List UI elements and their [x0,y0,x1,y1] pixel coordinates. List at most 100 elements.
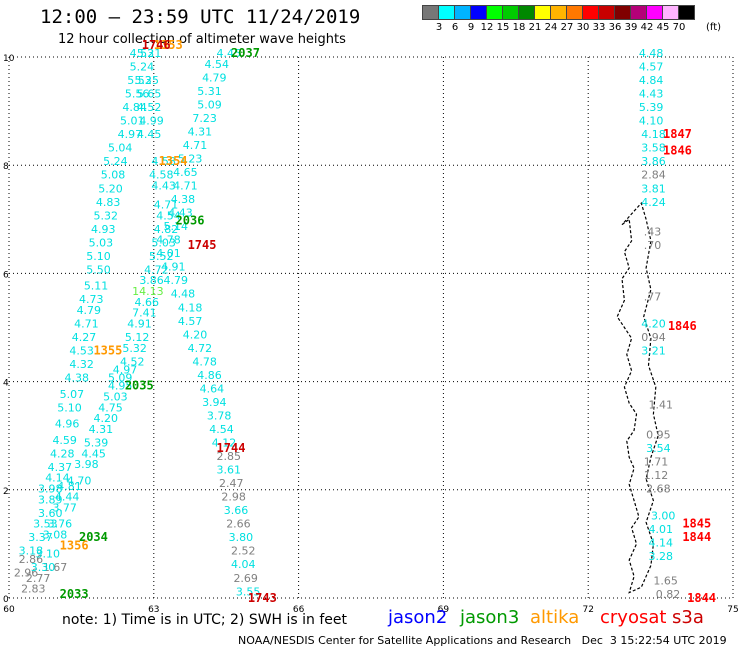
colorbar [422,5,695,21]
wave-height-value: 5.09 [108,372,132,385]
y-tick-label: 4 [3,379,9,389]
colorbar-tick-label: 15 [496,22,510,33]
pass-label-altika: 1354 [159,154,188,168]
wave-height-value: 4.18 [178,301,203,314]
wave-height-value: 5.52 [149,250,174,263]
wave-height-value: 3.98 [38,483,63,496]
wave-height-value: 2.96 [14,566,39,579]
pass-label-s3a: 1743 [248,591,277,605]
colorbar-unit: (ft) [706,22,722,33]
x-tick-label: 63 [148,605,159,615]
legend-jason3: jason3 [460,607,520,628]
wave-height-value: 3.80 [229,531,254,544]
pass-label-altika: 1355 [93,344,122,358]
wave-height-value: 4.54 [209,423,234,436]
wave-height-value: 2.69 [233,572,258,585]
colorbar-tick-label: 45 [656,22,670,33]
colorbar-tick-label: 36 [608,22,622,33]
wave-height-value: 4.91 [127,318,151,331]
wave-height-value: 4.37 [48,461,73,474]
wave-height-value: 3.86 [641,155,666,168]
colorbar-tick-label: 30 [576,22,590,33]
page-subtitle: 12 hour collection of altimeter wave hei… [58,32,346,47]
pass-label-altika: 1356 [60,538,89,552]
y-tick-label: 2 [3,487,9,497]
wave-height-value: 4.53 [69,345,94,358]
colorbar-tick-label: 18 [512,22,526,33]
wave-height-value: 14.13 [132,285,164,298]
wave-height-value: 4.97 [113,363,138,376]
wave-height-value: 2.47 [219,477,244,490]
wave-height-value: 4.14 [45,472,69,485]
wave-height-value: 5.03 [151,236,176,249]
wave-height-value: 3.18 [19,545,44,558]
wave-height-value: 5.12 [125,331,150,344]
wave-height-value: 4.53 [130,47,155,60]
colorbar-tick-label: 9 [467,22,475,33]
wave-height-value: 3.94 [202,396,227,409]
x-tick-label: 72 [582,605,593,615]
wave-height-value: 2.86 [19,553,44,566]
wave-height-value: 4.71 [154,198,179,211]
wave-height-value: 3.37 [28,531,53,544]
pass-label-cryosat: 1846 [668,319,697,333]
wave-height-value: 4.58 [151,155,176,168]
wave-height-value: 4.32 [69,358,94,371]
pass-label-altika: 1353 [154,38,183,52]
wave-height-value: 2.52 [231,545,256,558]
wave-height-value: 5.31 [197,85,222,98]
wave-height-value: 3.10 [36,547,61,560]
wave-height-value: .77 [644,290,662,303]
wave-height-value: 3.76 [48,518,73,531]
wave-height-value: 5.09 [197,98,222,111]
wave-height-value: 4.12 [212,437,237,450]
x-tick-label: 66 [293,605,305,615]
colorbar-tick-label: 24 [544,22,558,33]
wave-height-value: 5.07 [60,388,85,401]
wave-height-value: 4.64 [200,382,225,395]
colorbar-tick-label: 42 [640,22,654,33]
wave-height-value: .43 [644,226,662,239]
pass-label-jason3: 2036 [176,214,205,228]
pass-label-jason3: 2034 [79,530,108,544]
wave-height-value: 5.03 [89,236,114,249]
wave-height-value: 5.39 [639,101,664,114]
wave-height-value: 5.14 [163,220,188,233]
wave-height-value: 2.84 [641,169,666,182]
wave-height-value: 4.83 [96,196,121,209]
credit-line: NOAA/NESDIS Center for Satellite Applica… [238,634,727,647]
footer-note: note: 1) Time is in UTC; 2) SWH is in fe… [62,612,348,628]
wave-height-value: 4.48 [639,47,664,60]
wave-height-value: 3.86 [139,274,164,287]
colorbar-tick-label: 39 [624,22,638,33]
wave-height-value: 1.12 [644,469,669,482]
wave-height-value: 4.78 [156,234,181,247]
colorbar-tick-label: 70 [672,22,686,33]
wave-height-value: 4.14 [649,537,674,550]
wave-height-value: 5.39 [84,437,109,450]
wave-height-value: 5.01 [120,115,145,128]
wave-height-value: 5.32 [93,209,118,222]
page-title: 12:00 – 23:59 UTC 11/24/2019 [40,6,361,28]
wave-height-value: 5.20 [98,182,123,195]
pass-label-jason3: 2037 [231,46,260,60]
wave-height-value: 4.20 [641,318,666,331]
wave-height-value: 4.91 [161,261,186,274]
wave-height-value: 4.66 [134,296,159,309]
wave-height-value: 4.28 [50,447,75,460]
colorbar-tick-label: 12 [480,22,494,33]
wave-height-value: 4.20 [93,412,118,425]
colorbar-tick-label: 3 [435,22,443,33]
wave-height-value: 4.81 [57,480,81,493]
wave-height-value: 4.54 [156,209,181,222]
wave-height-value: 4.45 [81,447,106,460]
wave-height-value: 3.00 [651,510,676,523]
wave-height-value: 2.77 [26,572,51,585]
wave-height-value: 3.81 [641,182,666,195]
wave-height-value: 4.48 [171,288,196,301]
wave-height-value: 4.79 [163,274,188,287]
wave-height-value: 4.45 [217,47,242,60]
pass-label-s3a: 1745 [188,238,217,252]
wave-height-value: 2.98 [221,491,246,504]
